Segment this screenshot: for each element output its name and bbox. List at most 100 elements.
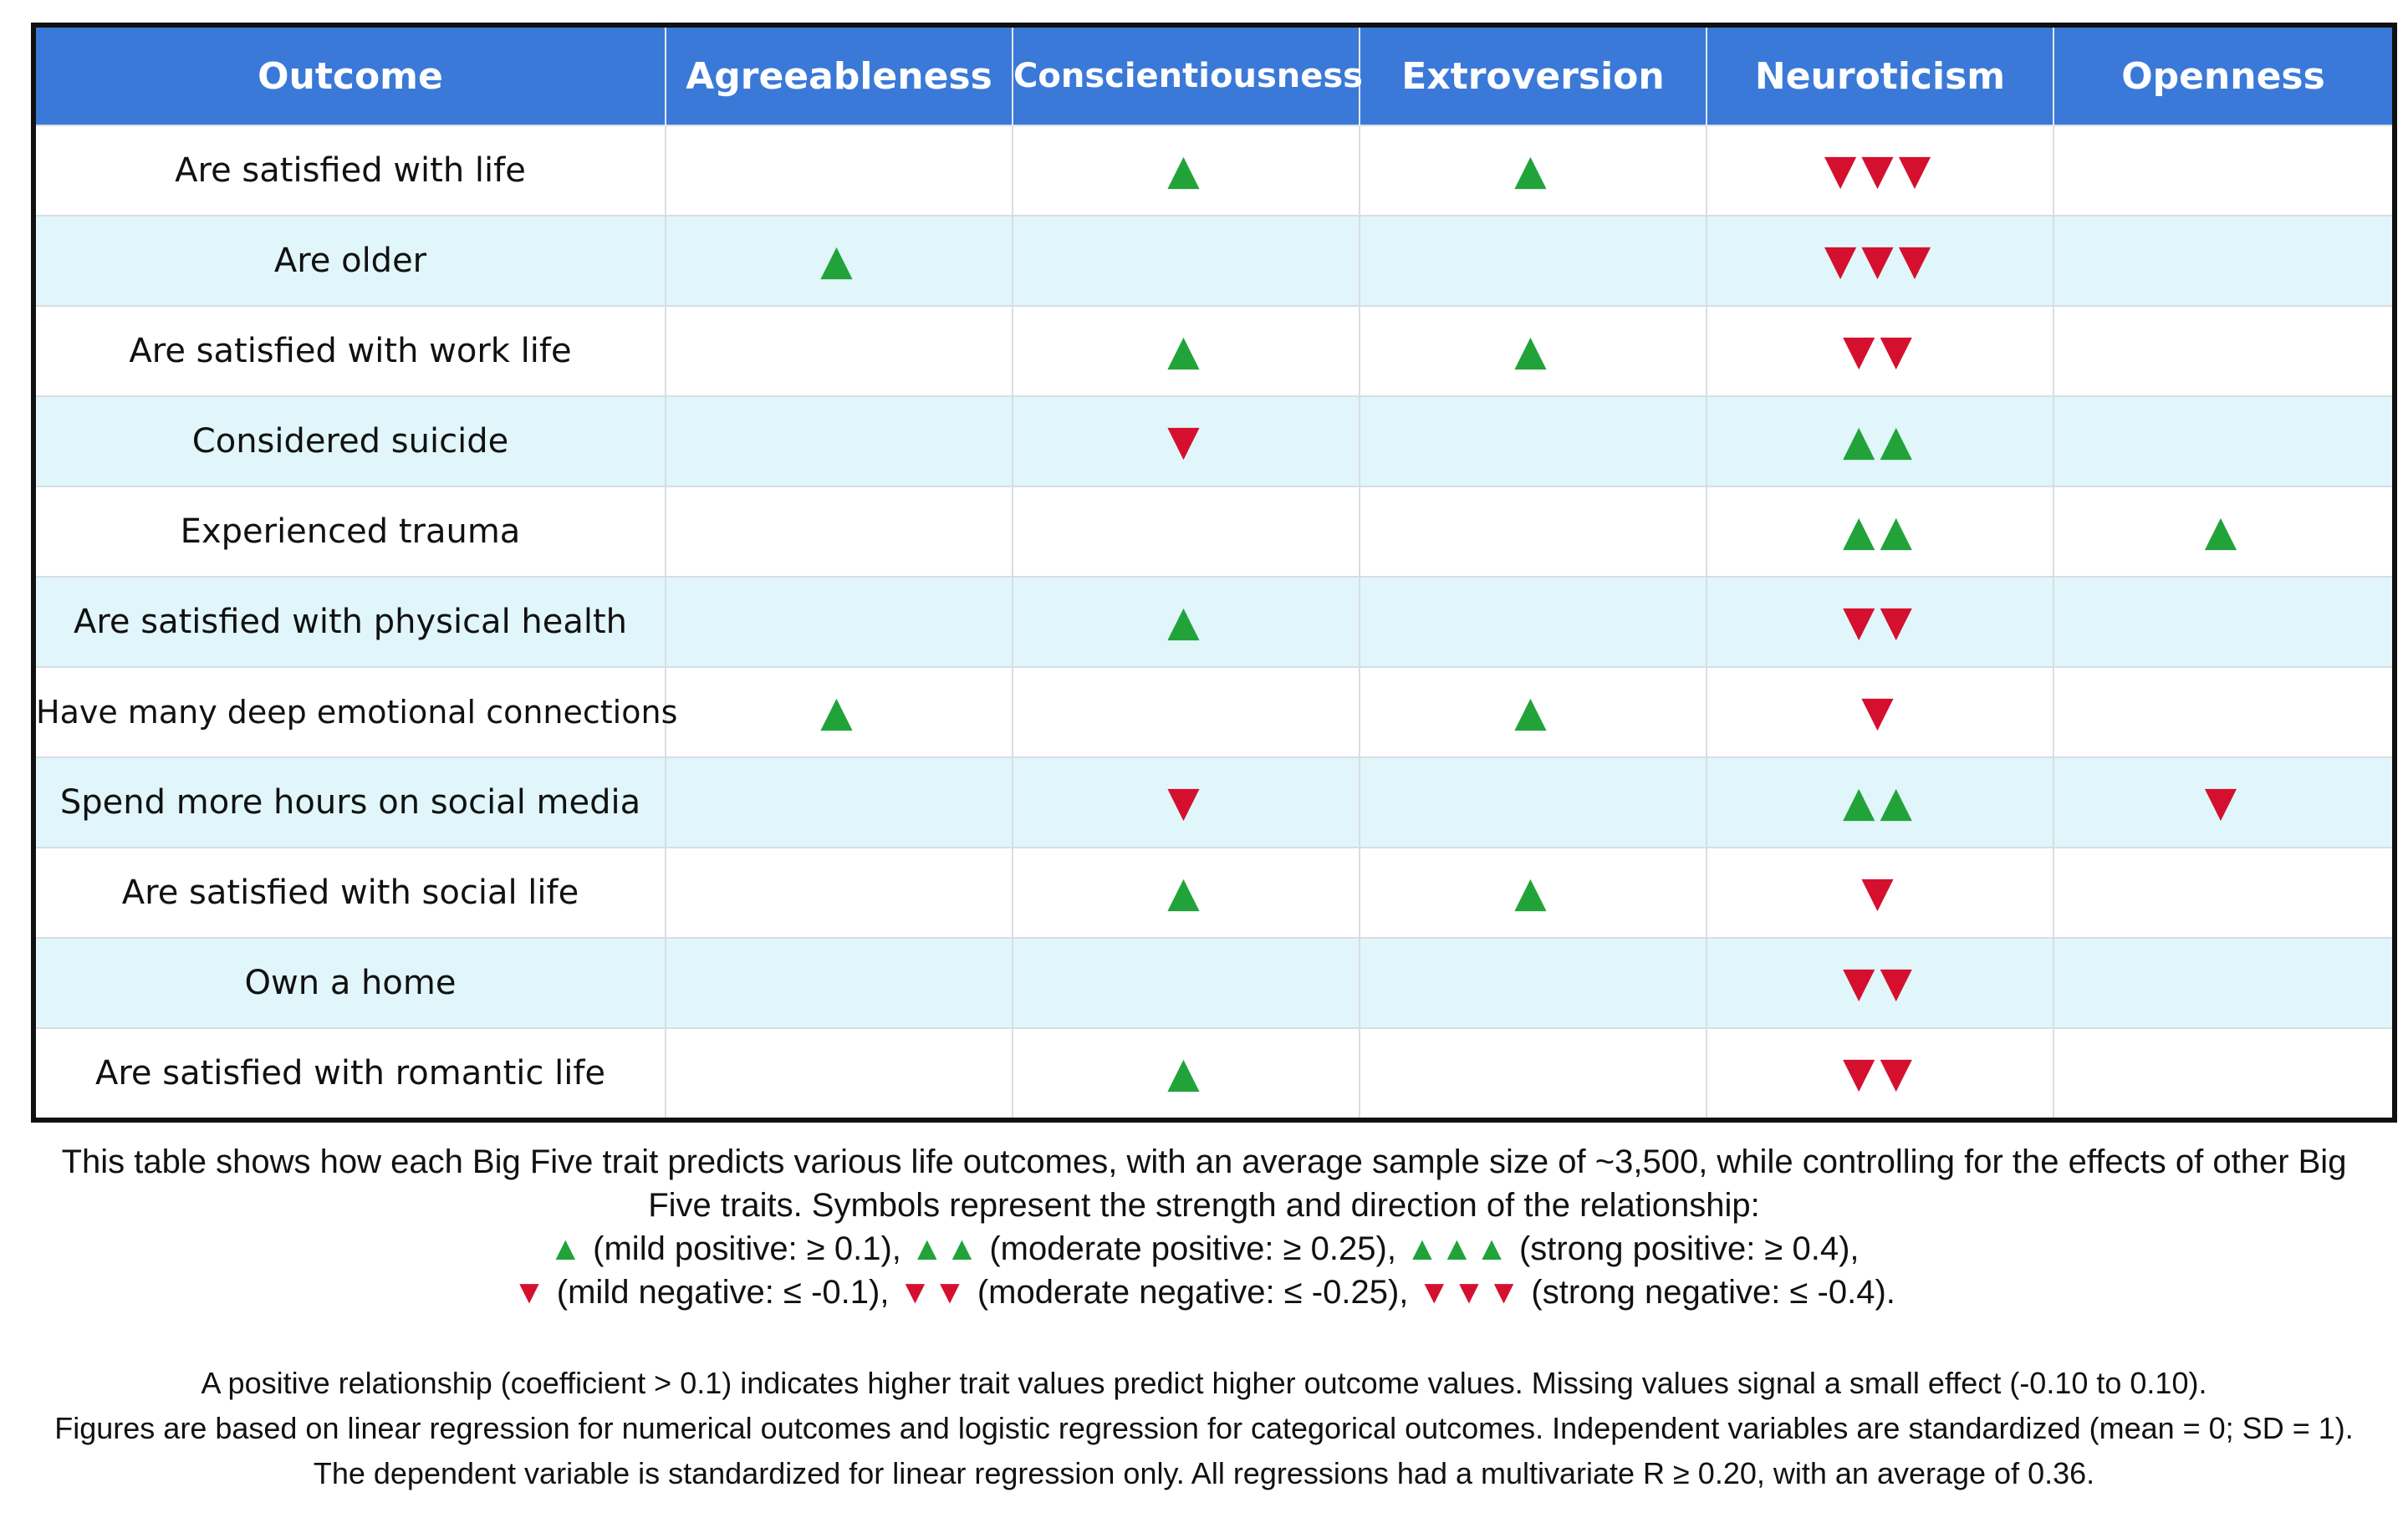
- legend-negative-symbol: ▼: [513, 1274, 548, 1311]
- cell-agreeableness: [666, 757, 1013, 848]
- positive-effect-marker: ▲▲: [1843, 777, 1917, 826]
- cell-agreeableness: ▲: [666, 667, 1013, 757]
- cell-agreeableness: [666, 125, 1013, 216]
- cell-openness: [2053, 216, 2395, 306]
- cell-conscientiousness: ▲: [1013, 848, 1360, 938]
- positive-effect-marker: ▲: [1514, 868, 1551, 916]
- cell-openness: [2053, 577, 2395, 667]
- cell-extroversion: [1360, 486, 1707, 577]
- table-row: Own a home ▼▼: [33, 938, 2395, 1028]
- cell-extroversion: [1360, 757, 1707, 848]
- negative-effect-marker: ▼: [1861, 868, 1898, 916]
- positive-effect-marker: ▲: [1167, 868, 1204, 916]
- legend-negative-symbol: ▼▼: [899, 1274, 968, 1311]
- positive-effect-marker: ▲: [1167, 597, 1204, 645]
- column-header-neuroticism: Neuroticism: [1707, 25, 2053, 125]
- table-row: Are older ▲ ▼▼▼: [33, 216, 2395, 306]
- caption-line-1: This table shows how each Big Five trait…: [17, 1140, 2391, 1184]
- note-line-2: Figures are based on linear regression f…: [17, 1406, 2391, 1451]
- cell-openness: [2053, 938, 2395, 1028]
- legend-positive-text: (moderate positive: ≥ 0.25),: [980, 1230, 1406, 1267]
- cell-conscientiousness: [1013, 938, 1360, 1028]
- negative-effect-marker: ▼▼: [1843, 597, 1917, 645]
- cell-neuroticism: ▼▼▼: [1707, 216, 2053, 306]
- positive-effect-marker: ▲: [820, 687, 857, 736]
- cell-extroversion: ▲: [1360, 667, 1707, 757]
- outcome-cell: Are satisfied with romantic life: [33, 1028, 666, 1120]
- cell-extroversion: ▲: [1360, 848, 1707, 938]
- legend-negative-text: (strong negative: ≤ -0.4).: [1522, 1274, 1895, 1311]
- cell-neuroticism: ▼: [1707, 667, 2053, 757]
- table-caption: This table shows how each Big Five trait…: [17, 1140, 2391, 1314]
- table-row: Spend more hours on social media ▼ ▲▲ ▼: [33, 757, 2395, 848]
- cell-agreeableness: [666, 848, 1013, 938]
- legend-positive: ▲ (mild positive: ≥ 0.1), ▲▲ (moderate p…: [17, 1227, 2391, 1271]
- table-row: Considered suicide ▼ ▲▲: [33, 396, 2395, 486]
- cell-conscientiousness: ▲: [1013, 125, 1360, 216]
- cell-openness: [2053, 306, 2395, 396]
- cell-agreeableness: [666, 396, 1013, 486]
- column-header-extroversion: Extroversion: [1360, 25, 1707, 125]
- table-row: Are satisfied with romantic life ▲ ▼▼: [33, 1028, 2395, 1120]
- negative-effect-marker: ▼: [1861, 687, 1898, 736]
- negative-effect-marker: ▼▼: [1843, 1048, 1917, 1097]
- note-line-1: A positive relationship (coefficient > 0…: [17, 1361, 2391, 1406]
- cell-conscientiousness: [1013, 216, 1360, 306]
- cell-conscientiousness: [1013, 486, 1360, 577]
- positive-effect-marker: ▲▲: [1843, 507, 1917, 555]
- cell-conscientiousness: ▼: [1013, 396, 1360, 486]
- table-row: Are satisfied with work life ▲ ▲ ▼▼: [33, 306, 2395, 396]
- cell-conscientiousness: ▼: [1013, 757, 1360, 848]
- negative-effect-marker: ▼: [1167, 777, 1204, 826]
- outcome-cell: Have many deep emotional connections: [33, 667, 666, 757]
- cell-openness: ▼: [2053, 757, 2395, 848]
- cell-openness: [2053, 125, 2395, 216]
- outcome-cell: Experienced trauma: [33, 486, 666, 577]
- positive-effect-marker: ▲▲: [1843, 416, 1917, 465]
- table-notes: A positive relationship (coefficient > 0…: [17, 1361, 2391, 1496]
- table-row: Have many deep emotional connections ▲ ▲ ▼: [33, 667, 2395, 757]
- positive-effect-marker: ▲: [1167, 145, 1204, 194]
- cell-agreeableness: [666, 1028, 1013, 1120]
- trait-outcome-table: Outcome Agreeableness Conscientiousness …: [31, 23, 2397, 1123]
- cell-extroversion: ▲: [1360, 125, 1707, 216]
- cell-conscientiousness: [1013, 667, 1360, 757]
- cell-extroversion: ▲: [1360, 306, 1707, 396]
- cell-agreeableness: [666, 938, 1013, 1028]
- cell-agreeableness: [666, 306, 1013, 396]
- cell-neuroticism: ▲▲: [1707, 757, 2053, 848]
- negative-effect-marker: ▼: [1167, 416, 1204, 465]
- outcome-cell: Are satisfied with social life: [33, 848, 666, 938]
- positive-effect-marker: ▲: [1167, 326, 1204, 374]
- cell-conscientiousness: ▲: [1013, 306, 1360, 396]
- column-header-agreeableness: Agreeableness: [666, 25, 1013, 125]
- positive-effect-marker: ▲: [820, 236, 857, 284]
- table-row: Experienced trauma ▲▲ ▲: [33, 486, 2395, 577]
- cell-extroversion: [1360, 1028, 1707, 1120]
- negative-effect-marker: ▼▼: [1843, 326, 1917, 374]
- negative-effect-marker: ▼▼▼: [1824, 145, 1936, 194]
- cell-neuroticism: ▼▼▼: [1707, 125, 2053, 216]
- cell-extroversion: [1360, 577, 1707, 667]
- cell-extroversion: [1360, 396, 1707, 486]
- negative-effect-marker: ▼▼▼: [1824, 236, 1936, 284]
- outcome-cell: Considered suicide: [33, 396, 666, 486]
- column-header-conscientiousness: Conscientiousness: [1013, 25, 1360, 125]
- outcome-cell: Spend more hours on social media: [33, 757, 666, 848]
- negative-effect-marker: ▼: [2205, 777, 2242, 826]
- cell-agreeableness: [666, 577, 1013, 667]
- cell-neuroticism: ▼▼: [1707, 1028, 2053, 1120]
- cell-openness: [2053, 667, 2395, 757]
- column-header-outcome: Outcome: [33, 25, 666, 125]
- table-body: Are satisfied with life ▲ ▲ ▼▼▼ Are older ▲ ▼▼…: [33, 125, 2395, 1120]
- legend-negative-text: (moderate negative: ≤ -0.25),: [968, 1274, 1418, 1311]
- cell-openness: [2053, 1028, 2395, 1120]
- positive-effect-marker: ▲: [1167, 1048, 1204, 1097]
- table-row: Are satisfied with life ▲ ▲ ▼▼▼: [33, 125, 2395, 216]
- cell-extroversion: [1360, 216, 1707, 306]
- outcome-cell: Are satisfied with physical health: [33, 577, 666, 667]
- legend-positive-text: (mild positive: ≥ 0.1),: [584, 1230, 911, 1267]
- column-header-openness: Openness: [2053, 25, 2395, 125]
- note-line-3: The dependent variable is standardized f…: [17, 1451, 2391, 1496]
- negative-effect-marker: ▼▼: [1843, 958, 1917, 1006]
